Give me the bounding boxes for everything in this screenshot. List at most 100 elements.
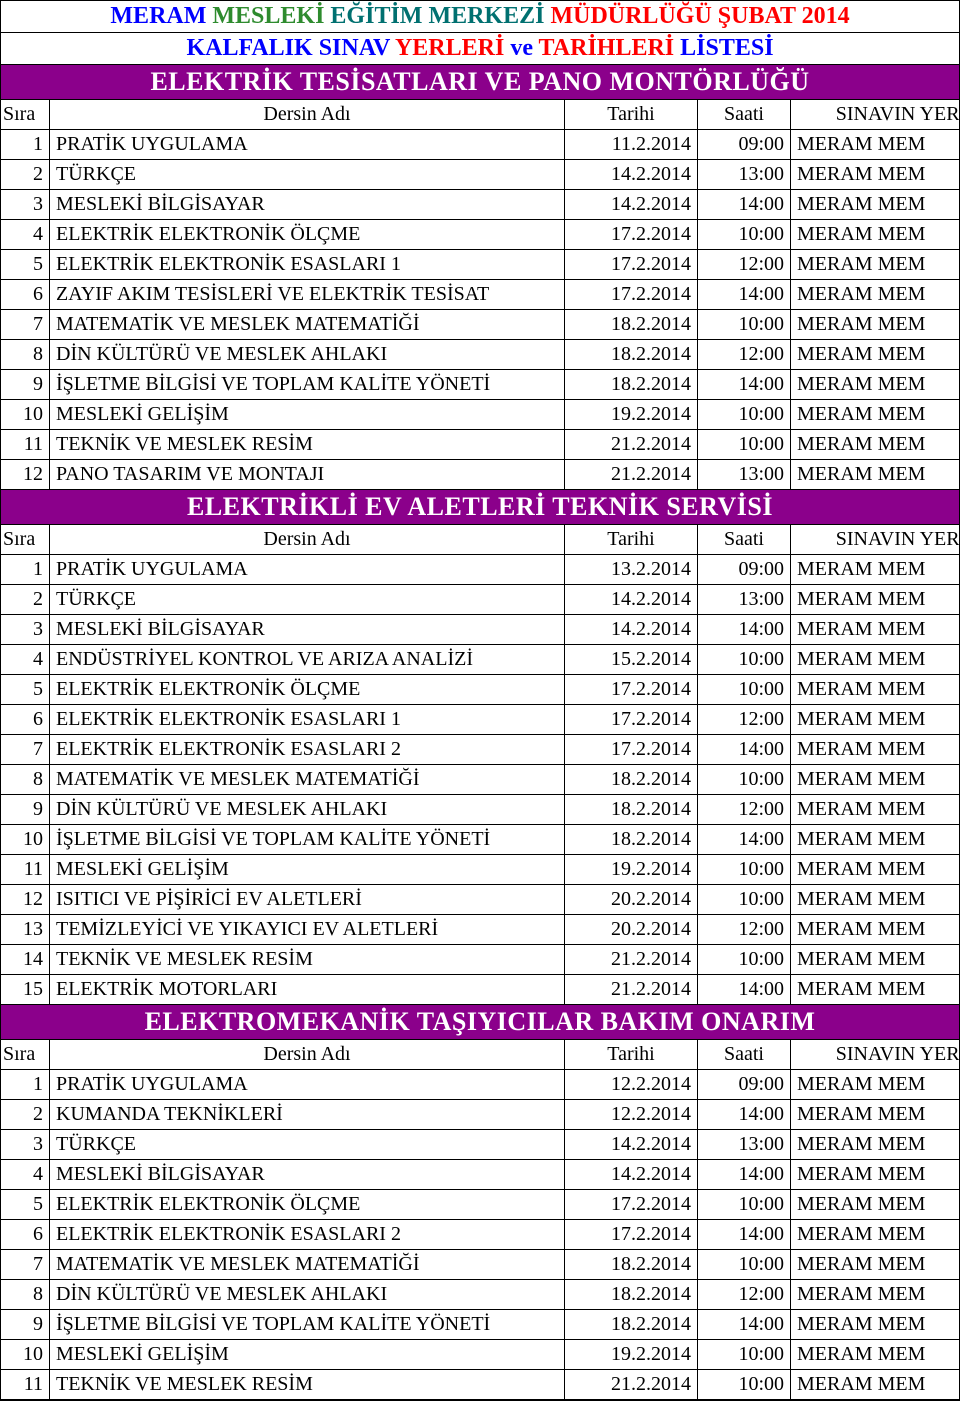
cell-ders: İŞLETME BİLGİSİ VE TOPLAM KALİTE YÖNETİ (50, 825, 565, 855)
table-row: 8MATEMATİK VE MESLEK MATEMATİĞİ18.2.2014… (1, 765, 960, 795)
cell-ders: MESLEKİ GELİŞİM (50, 855, 565, 885)
table-row: 5ELEKTRİK ELEKTRONİK ÖLÇME17.2.201410:00… (1, 1190, 960, 1220)
cell-yeri: MERAM MEM (791, 915, 960, 945)
cell-ders: TÜRKÇE (50, 160, 565, 190)
cell-sira: 5 (1, 250, 50, 280)
cell-sira: 11 (1, 1370, 50, 1400)
cell-sira: 1 (1, 555, 50, 585)
cell-yeri: MERAM MEM (791, 645, 960, 675)
cell-ders: KUMANDA TEKNİKLERİ (50, 1100, 565, 1130)
cell-sira: 3 (1, 190, 50, 220)
cell-tarih: 18.2.2014 (565, 310, 698, 340)
cell-saat: 10:00 (698, 855, 791, 885)
cell-yeri: MERAM MEM (791, 370, 960, 400)
cell-sira: 13 (1, 915, 50, 945)
cell-sira: 7 (1, 735, 50, 765)
table-row: 8DİN KÜLTÜRÜ VE MESLEK AHLAKI18.2.201412… (1, 1280, 960, 1310)
cell-ders: TEMİZLEYİCİ VE YIKAYICI EV ALETLERİ (50, 915, 565, 945)
col-yeri-header: SINAVIN YERİ (791, 525, 960, 555)
cell-yeri: MERAM MEM (791, 1220, 960, 1250)
title-word: MERAM (110, 3, 206, 29)
cell-yeri: MERAM MEM (791, 735, 960, 765)
cell-yeri: MERAM MEM (791, 795, 960, 825)
cell-yeri: MERAM MEM (791, 1250, 960, 1280)
subtitle-word: KALFALIK SINAV (186, 35, 389, 61)
cell-ders: TÜRKÇE (50, 1130, 565, 1160)
table-row: 10MESLEKİ GELİŞİM19.2.201410:00MERAM MEM (1, 1340, 960, 1370)
cell-tarih: 17.2.2014 (565, 280, 698, 310)
section-title: ELEKTRİKLİ EV ALETLERİ TEKNİK SERVİSİ (1, 490, 959, 525)
subtitle-word: ve (510, 35, 533, 61)
cell-saat: 10:00 (698, 885, 791, 915)
cell-saat: 14:00 (698, 615, 791, 645)
col-saat-header: Saati (698, 1040, 791, 1070)
table-row: 3TÜRKÇE14.2.201413:00MERAM MEM (1, 1130, 960, 1160)
table-row: 9DİN KÜLTÜRÜ VE MESLEK AHLAKI18.2.201412… (1, 795, 960, 825)
table-header-row: SıraDersin AdıTarihiSaatiSINAVIN YERİ (1, 1040, 960, 1070)
cell-saat: 10:00 (698, 430, 791, 460)
title-word: EĞİTİM MERKEZİ (330, 3, 544, 29)
cell-ders: PRATİK UYGULAMA (50, 130, 565, 160)
table-row: 2TÜRKÇE14.2.201413:00MERAM MEM (1, 160, 960, 190)
page-title: MERAM MESLEKİ EĞİTİM MERKEZİ MÜDÜRLÜĞÜ Ş… (1, 0, 959, 33)
col-ders-header: Dersin Adı (50, 525, 565, 555)
cell-saat: 10:00 (698, 400, 791, 430)
cell-yeri: MERAM MEM (791, 615, 960, 645)
cell-ders: TEKNİK VE MESLEK RESİM (50, 1370, 565, 1400)
table-row: 13TEMİZLEYİCİ VE YIKAYICI EV ALETLERİ20.… (1, 915, 960, 945)
col-tarih-header: Tarihi (565, 1040, 698, 1070)
subtitle-word: TARİHLERİ (539, 35, 675, 61)
table-row: 4ENDÜSTRİYEL KONTROL VE ARIZA ANALİZİ15.… (1, 645, 960, 675)
table-row: 3MESLEKİ BİLGİSAYAR14.2.201414:00MERAM M… (1, 190, 960, 220)
cell-ders: ELEKTRİK ELEKTRONİK ÖLÇME (50, 1190, 565, 1220)
cell-tarih: 17.2.2014 (565, 220, 698, 250)
cell-saat: 10:00 (698, 310, 791, 340)
cell-ders: ELEKTRİK ELEKTRONİK ESASLARI 2 (50, 1220, 565, 1250)
cell-tarih: 20.2.2014 (565, 885, 698, 915)
cell-yeri: MERAM MEM (791, 585, 960, 615)
cell-tarih: 21.2.2014 (565, 430, 698, 460)
cell-saat: 12:00 (698, 340, 791, 370)
cell-saat: 13:00 (698, 160, 791, 190)
cell-yeri: MERAM MEM (791, 1070, 960, 1100)
cell-yeri: MERAM MEM (791, 340, 960, 370)
table-row: 12ISITICI VE PİŞİRİCİ EV ALETLERİ20.2.20… (1, 885, 960, 915)
cell-saat: 10:00 (698, 1370, 791, 1400)
cell-sira: 6 (1, 705, 50, 735)
table-row: 7MATEMATİK VE MESLEK MATEMATİĞİ18.2.2014… (1, 1250, 960, 1280)
cell-ders: MESLEKİ GELİŞİM (50, 1340, 565, 1370)
table-row: 2KUMANDA TEKNİKLERİ12.2.201414:00MERAM M… (1, 1100, 960, 1130)
cell-tarih: 15.2.2014 (565, 645, 698, 675)
cell-ders: PRATİK UYGULAMA (50, 555, 565, 585)
table-row: 7ELEKTRİK ELEKTRONİK ESASLARI 217.2.2014… (1, 735, 960, 765)
cell-tarih: 13.2.2014 (565, 555, 698, 585)
table-row: 10İŞLETME BİLGİSİ VE TOPLAM KALİTE YÖNET… (1, 825, 960, 855)
cell-sira: 4 (1, 1160, 50, 1190)
cell-ders: DİN KÜLTÜRÜ VE MESLEK AHLAKI (50, 340, 565, 370)
subtitle-word: LİSTESİ (680, 35, 773, 61)
table-row: 4MESLEKİ BİLGİSAYAR14.2.201414:00MERAM M… (1, 1160, 960, 1190)
cell-sira: 8 (1, 340, 50, 370)
cell-saat: 10:00 (698, 945, 791, 975)
cell-ders: PANO TASARIM VE MONTAJI (50, 460, 565, 490)
cell-sira: 6 (1, 280, 50, 310)
table-row: 5ELEKTRİK ELEKTRONİK ÖLÇME17.2.201410:00… (1, 675, 960, 705)
cell-tarih: 17.2.2014 (565, 705, 698, 735)
cell-saat: 12:00 (698, 915, 791, 945)
cell-yeri: MERAM MEM (791, 975, 960, 1005)
table-row: 11TEKNİK VE MESLEK RESİM21.2.201410:00ME… (1, 430, 960, 460)
cell-tarih: 18.2.2014 (565, 340, 698, 370)
cell-tarih: 12.2.2014 (565, 1100, 698, 1130)
cell-saat: 12:00 (698, 1280, 791, 1310)
title-word: MÜDÜRLÜĞÜ (550, 3, 711, 29)
cell-tarih: 19.2.2014 (565, 400, 698, 430)
cell-tarih: 18.2.2014 (565, 370, 698, 400)
cell-yeri: MERAM MEM (791, 1160, 960, 1190)
cell-ders: MATEMATİK VE MESLEK MATEMATİĞİ (50, 1250, 565, 1280)
cell-tarih: 14.2.2014 (565, 190, 698, 220)
cell-saat: 14:00 (698, 1310, 791, 1340)
cell-yeri: MERAM MEM (791, 1310, 960, 1340)
cell-ders: ZAYIF AKIM TESİSLERİ VE ELEKTRİK TESİSAT (50, 280, 565, 310)
subtitle-word: YERLERİ (395, 35, 504, 61)
cell-sira: 2 (1, 1100, 50, 1130)
